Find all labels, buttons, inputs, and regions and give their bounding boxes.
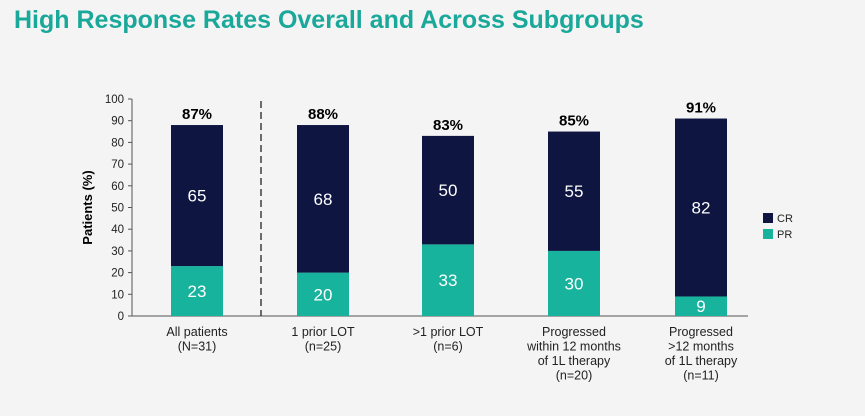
page-title: High Response Rates Overall and Across S…	[14, 6, 644, 34]
y-tick-label: 40	[111, 224, 124, 236]
x-category-label: >1 prior LOT	[413, 325, 484, 339]
x-category-label: (n=20)	[556, 369, 592, 383]
x-category-label: (n=11)	[683, 369, 719, 383]
legend-pr-swatch	[763, 229, 773, 239]
bar-total-label: 87%	[182, 106, 212, 123]
bar-cr	[675, 118, 727, 297]
y-tick-label: 60	[111, 181, 124, 193]
y-tick-label: 70	[111, 159, 124, 171]
x-category-label: within 12 months	[526, 340, 621, 354]
bar-total-label: 91%	[686, 100, 716, 117]
y-tick-label: 10	[111, 289, 124, 301]
x-category-label: >12 months	[668, 340, 734, 354]
bar-total-label: 88%	[308, 106, 338, 123]
bar-total-label: 83%	[433, 117, 463, 134]
y-tick-label: 50	[111, 203, 124, 215]
bar-pr	[675, 296, 727, 316]
y-tick-label: 20	[111, 268, 124, 280]
x-category-label: Progressed	[669, 325, 733, 339]
bar-pr	[548, 250, 600, 316]
bar-total-label: 85%	[559, 113, 589, 130]
bar-pr-label: 9	[696, 297, 705, 316]
y-tick-label: 100	[105, 94, 124, 106]
bar-pr-label: 30	[565, 274, 584, 293]
legend-cr-label: CR	[777, 213, 793, 225]
y-tick-label: 80	[111, 137, 124, 149]
legend-pr-label: PR	[777, 229, 792, 241]
bar-pr-label: 23	[188, 282, 207, 301]
bar-cr	[297, 125, 349, 273]
x-category-label: All patients	[166, 325, 227, 339]
x-category-label: (N=31)	[178, 340, 217, 354]
x-category-label: 1 prior LOT	[291, 325, 355, 339]
x-category-label: (n=25)	[305, 340, 341, 354]
x-category-label: Progressed	[542, 325, 606, 339]
bar-cr	[548, 131, 600, 251]
bar-pr	[171, 266, 223, 316]
bar-cr-label: 82	[692, 199, 711, 218]
bar-cr-label: 68	[314, 190, 333, 209]
legend-cr-swatch	[763, 213, 773, 223]
x-category-label: of 1L therapy	[665, 354, 738, 368]
bar-cr-label: 55	[565, 182, 584, 201]
x-category-label: of 1L therapy	[538, 354, 611, 368]
y-tick-label: 0	[118, 311, 124, 323]
bar-pr	[422, 244, 474, 316]
bar-pr-label: 33	[439, 271, 458, 290]
bar-cr	[171, 125, 223, 267]
y-tick-label: 90	[111, 116, 124, 128]
y-axis-label: Patients (%)	[80, 170, 95, 244]
bar-pr	[297, 272, 349, 316]
y-tick-label: 30	[111, 246, 124, 258]
bar-cr-label: 50	[439, 181, 458, 200]
bar-pr-label: 20	[314, 285, 333, 304]
bar-cr	[422, 135, 474, 245]
x-category-label: (n=6)	[433, 340, 463, 354]
bar-cr-label: 65	[188, 187, 207, 206]
